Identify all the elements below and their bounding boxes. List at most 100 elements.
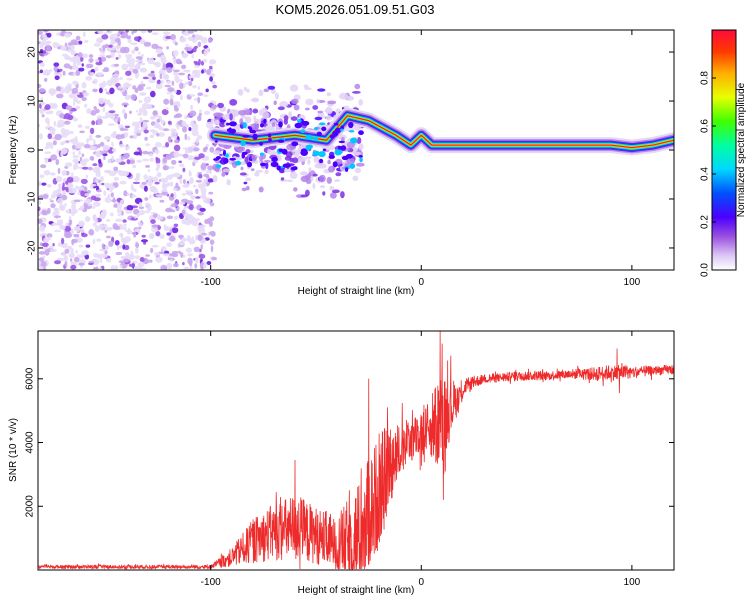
noise-blob: [94, 217, 98, 224]
noise-blob: [156, 80, 161, 85]
noise-blob: [151, 244, 159, 248]
noise-blob: [135, 56, 143, 60]
noise-blob: [159, 73, 163, 80]
signal-clump: [276, 165, 281, 171]
noise-blob: [102, 144, 111, 151]
noise-blob: [103, 190, 107, 196]
colorbar-tick-label: 0.4: [700, 167, 711, 181]
noise-blob: [64, 203, 67, 207]
noise-blob: [197, 92, 204, 96]
noise-blob: [95, 193, 101, 197]
onset-blob: [352, 151, 362, 156]
noise-blob: [138, 107, 146, 113]
signal-clump: [332, 131, 338, 137]
noise-blob: [159, 234, 165, 239]
noise-blob: [200, 60, 205, 66]
noise-blob: [70, 49, 76, 56]
signal-clump: [334, 148, 343, 156]
noise-blob: [133, 208, 140, 215]
signal-clump: [235, 160, 242, 166]
onset-blob: [339, 92, 348, 100]
signal-clump: [319, 122, 326, 126]
noise-blob: [167, 166, 175, 169]
noise-blob: [88, 58, 94, 63]
noise-blob: [47, 133, 53, 140]
onset-blob: [299, 171, 308, 176]
noise-blob: [153, 110, 158, 117]
noise-blob: [133, 131, 137, 135]
noise-blob: [73, 233, 80, 237]
noise-blob: [88, 134, 93, 139]
noise-blob: [197, 96, 201, 104]
noise-blob: [126, 204, 134, 211]
noise-blob: [107, 48, 110, 52]
signal-clump: [321, 126, 327, 132]
signal-clump: [340, 145, 347, 151]
noise-blob: [81, 153, 85, 157]
noise-blob: [207, 178, 214, 183]
noise-blob: [45, 143, 51, 148]
noise-blob: [209, 239, 215, 246]
onset-blob: [245, 177, 252, 182]
noise-blob: [152, 115, 161, 118]
onset-blob: [340, 191, 345, 199]
onset-blob: [312, 173, 318, 177]
noise-blob: [209, 216, 215, 222]
noise-blob: [93, 106, 97, 110]
noise-blob: [134, 36, 140, 42]
noise-blob: [181, 237, 187, 242]
onset-blob: [289, 171, 298, 179]
signal-clump: [270, 161, 279, 168]
noise-blob: [129, 110, 132, 115]
noise-blob: [81, 63, 84, 67]
noise-blob: [173, 58, 177, 65]
noise-blob: [49, 248, 57, 252]
onset-blob: [288, 111, 292, 119]
onset-blob: [322, 191, 326, 196]
noise-blob: [147, 73, 156, 77]
noise-blob: [198, 174, 203, 179]
spectrogram-y-tick-label: 0: [27, 147, 38, 153]
noise-blob: [173, 223, 179, 227]
noise-blob: [204, 237, 210, 241]
noise-blob: [54, 75, 60, 81]
noise-blob: [123, 190, 128, 197]
noise-blob: [55, 176, 63, 183]
noise-blob: [169, 94, 174, 100]
noise-blob: [39, 62, 45, 68]
noise-blob: [111, 73, 119, 78]
noise-blob: [104, 229, 108, 233]
noise-blob: [134, 255, 141, 260]
noise-blob: [176, 124, 180, 130]
noise-blob: [209, 65, 213, 70]
onset-blob: [273, 100, 277, 106]
noise-blob: [90, 183, 94, 189]
snr-x-tick-label: -100: [201, 577, 221, 588]
noise-blob: [187, 155, 194, 161]
noise-blob: [203, 110, 211, 115]
noise-blob: [101, 34, 109, 40]
onset-blob: [285, 151, 293, 158]
noise-blob: [181, 64, 187, 70]
noise-blob: [48, 110, 54, 115]
onset-blob: [243, 181, 248, 185]
noise-blob: [169, 259, 174, 262]
noise-blob: [166, 92, 173, 95]
noise-blob: [78, 150, 82, 156]
signal-clump: [313, 136, 318, 142]
onset-blob: [250, 123, 260, 131]
noise-blob: [154, 181, 160, 185]
noise-blob: [119, 244, 123, 249]
noise-blob: [77, 186, 84, 192]
noise-blob: [110, 192, 115, 198]
noise-blob: [207, 38, 213, 43]
onset-blob: [356, 137, 362, 144]
noise-blob: [203, 263, 207, 269]
noise-blob: [166, 242, 173, 247]
noise-blob: [76, 254, 84, 259]
noise-blob: [84, 186, 88, 192]
noise-blob: [79, 130, 85, 134]
onset-blob: [345, 95, 355, 101]
noise-blob: [111, 155, 115, 162]
noise-blob: [182, 153, 189, 159]
